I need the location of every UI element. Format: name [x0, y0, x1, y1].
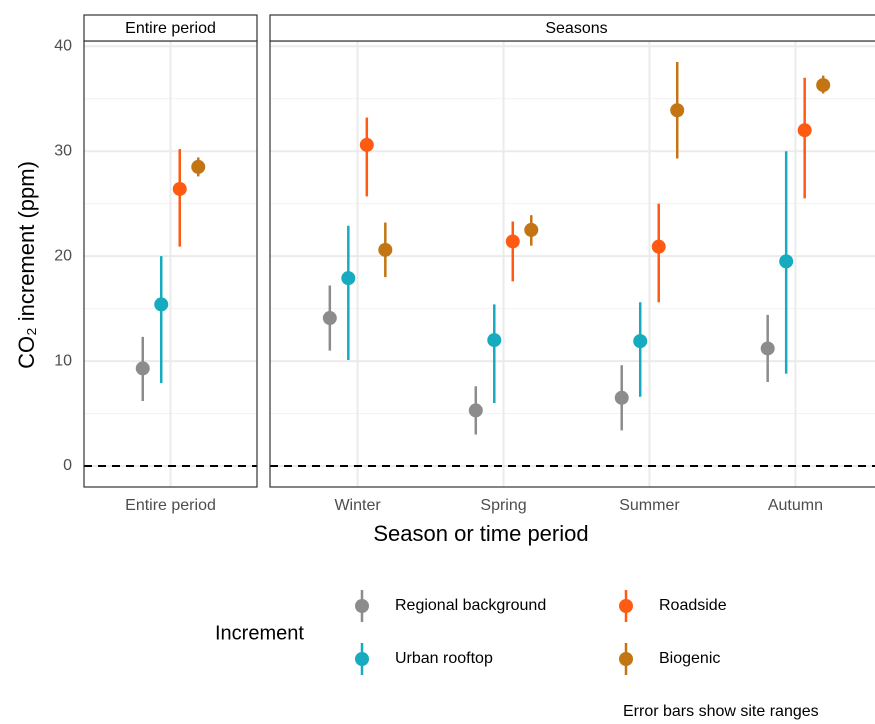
point [670, 103, 685, 118]
legend-key-point [619, 652, 633, 666]
x-tick-label: Autumn [768, 497, 823, 514]
point [341, 271, 356, 286]
x-axis-label: Season or time period [373, 521, 588, 546]
x-tick-label: Summer [619, 497, 680, 514]
strip-label: Entire period [125, 20, 216, 37]
x-tick-label: Spring [480, 497, 526, 514]
legend-label: Urban rooftop [395, 650, 493, 667]
point [172, 181, 187, 196]
legend-key-point [355, 599, 369, 613]
legend-title: Increment [215, 622, 304, 644]
y-tick-label: 10 [54, 352, 72, 369]
x-tick-label: Entire period [125, 497, 216, 514]
x-tick-label: Winter [334, 497, 381, 514]
point [487, 333, 502, 348]
point [779, 254, 794, 269]
point [760, 341, 775, 356]
caption: Error bars show site ranges [623, 703, 819, 720]
point [524, 222, 539, 237]
point [633, 334, 648, 349]
point [651, 239, 666, 254]
y-tick-label: 40 [54, 37, 72, 54]
y-tick-label: 30 [54, 142, 72, 159]
legend-label: Biogenic [659, 650, 720, 667]
point [505, 234, 520, 249]
strip [269, 14, 875, 42]
y-tick-label: 0 [63, 457, 72, 474]
point [378, 242, 393, 257]
point [468, 403, 483, 418]
legend-label: Regional background [395, 597, 546, 614]
point [359, 137, 374, 152]
strip-label: Seasons [545, 20, 607, 37]
point [797, 123, 812, 138]
strip [83, 14, 258, 42]
point [154, 297, 169, 312]
legend-key-point [355, 652, 369, 666]
y-axis-label: CO₂ increment (ppm) [14, 161, 39, 369]
point [191, 159, 206, 174]
point [614, 390, 629, 405]
point [135, 361, 150, 376]
point [322, 311, 337, 326]
legend-key-point [619, 599, 633, 613]
legend-label: Roadside [659, 597, 727, 614]
y-tick-label: 20 [54, 247, 72, 264]
point [816, 78, 831, 93]
